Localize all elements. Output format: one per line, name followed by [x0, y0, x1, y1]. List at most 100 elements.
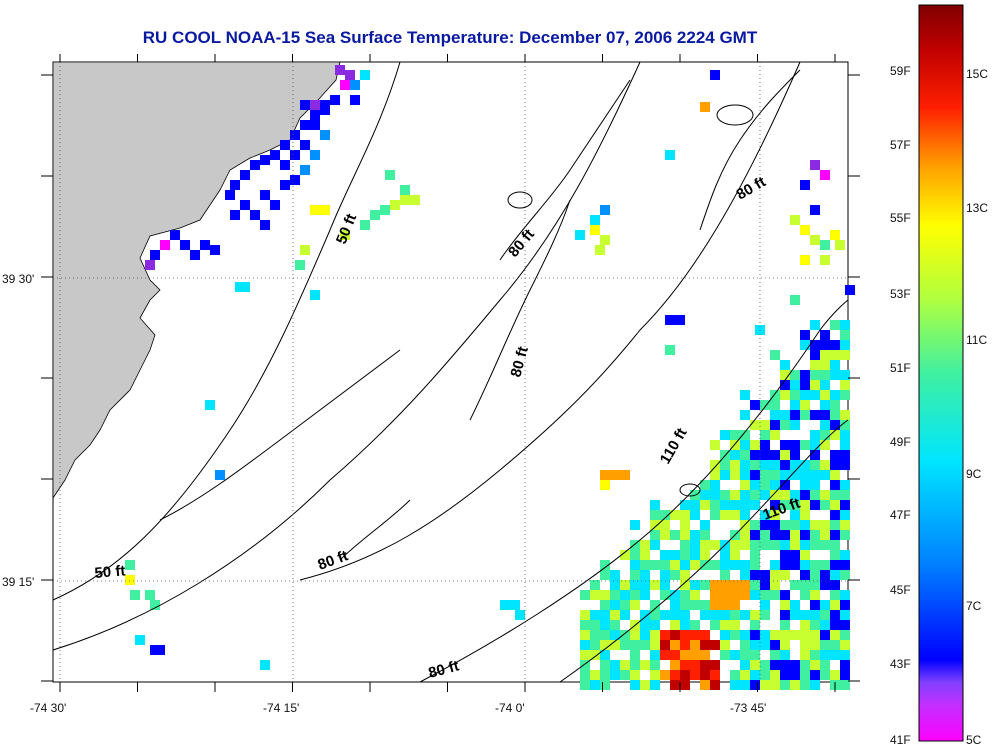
color-scale-labels: 59F 57F 55F 53F 51F 49F 47F 45F 43F 41F 15C 13C 11C 9…: [890, 64, 988, 747]
sst-pixel: [840, 570, 850, 580]
sst-pixel: [810, 520, 820, 530]
sst-pixel: [380, 205, 390, 215]
sst-pixel: [780, 490, 790, 500]
scale-label-f: 57F: [890, 138, 911, 152]
sst-pixel: [730, 560, 740, 570]
sst-pixel: [170, 230, 180, 240]
sst-pixel: [770, 350, 780, 360]
sst-pixel: [770, 540, 780, 550]
sst-pixel: [710, 490, 720, 500]
sst-pixel: [800, 255, 810, 265]
sst-pixel: [700, 660, 710, 670]
sst-pixel: [770, 450, 780, 460]
sst-pixel: [710, 660, 720, 670]
sst-pixel: [610, 570, 620, 580]
sst-pixel: [710, 70, 720, 80]
sst-pixel: [770, 520, 780, 530]
sst-pixel: [660, 560, 670, 570]
sst-pixel: [820, 630, 830, 640]
sst-pixel: [280, 180, 290, 190]
sst-pixel: [820, 610, 830, 620]
sst-pixel: [240, 200, 250, 210]
sst-pixel: [830, 580, 840, 590]
sst-pixel: [790, 600, 800, 610]
sst-pixel: [640, 630, 650, 640]
y-tick-label: 39 15': [2, 575, 34, 589]
sst-pixel: [790, 400, 800, 410]
sst-pixel: [340, 80, 350, 90]
sst-pixel: [820, 330, 830, 340]
sst-pixel: [640, 550, 650, 560]
sst-pixel: [800, 650, 810, 660]
sst-pixel: [650, 660, 660, 670]
sst-pixel: [810, 660, 820, 670]
sst-pixel: [750, 540, 760, 550]
bathymetry-contours: [52, 61, 849, 683]
sst-pixel: [740, 590, 750, 600]
sst-pixel: [700, 640, 710, 650]
sst-pixel: [750, 440, 760, 450]
sst-pixel: [610, 630, 620, 640]
sst-pixel: [840, 650, 850, 660]
sst-pixel: [660, 610, 670, 620]
sst-pixel: [830, 460, 840, 470]
sst-pixel: [760, 420, 770, 430]
sst-pixel: [790, 215, 800, 225]
sst-pixel: [630, 550, 640, 560]
sst-pixel: [810, 360, 820, 370]
sst-pixel: [730, 450, 740, 460]
sst-pixel: [780, 620, 790, 630]
sst-pixel: [600, 630, 610, 640]
sst-pixel: [710, 440, 720, 450]
sst-pixel: [830, 620, 840, 630]
sst-pixel: [800, 500, 810, 510]
sst-pixel: [670, 610, 680, 620]
sst-pixel: [710, 610, 720, 620]
sst-pixel: [610, 580, 620, 590]
sst-pixel: [620, 670, 630, 680]
sst-pixel: [650, 670, 660, 680]
sst-pixel: [810, 460, 820, 470]
sst-pixel: [590, 620, 600, 630]
sst-pixel: [340, 230, 350, 240]
sst-pixel: [770, 400, 780, 410]
sst-pixel: [680, 510, 690, 520]
sst-pixel: [760, 540, 770, 550]
sst-pixel: [680, 610, 690, 620]
sst-pixel: [780, 440, 790, 450]
sst-pixel: [130, 590, 140, 600]
sst-pixel: [840, 640, 850, 650]
sst-pixel: [800, 440, 810, 450]
sst-pixel: [670, 600, 680, 610]
sst-pixel: [670, 570, 680, 580]
sst-pixel: [665, 315, 675, 325]
sst-pixel: [310, 150, 320, 160]
sst-pixel: [730, 440, 740, 450]
sst-pixel: [780, 590, 790, 600]
sst-pixel: [780, 390, 790, 400]
sst-pixel: [840, 370, 850, 380]
sst-pixel: [760, 480, 770, 490]
sst-pixel: [810, 590, 820, 600]
sst-pixel: [780, 610, 790, 620]
sst-pixel: [580, 660, 590, 670]
sst-pixel: [820, 530, 830, 540]
sst-pixel: [740, 570, 750, 580]
sst-pixel: [350, 80, 360, 90]
sst-pixel: [750, 580, 760, 590]
sst-pixel: [620, 470, 630, 480]
sst-pixel: [630, 580, 640, 590]
sst-pixel: [640, 590, 650, 600]
sst-pixel: [810, 640, 820, 650]
sst-pixel: [660, 640, 670, 650]
scale-label-f: 47F: [890, 508, 911, 522]
sst-pixel: [840, 610, 850, 620]
sst-pixel: [830, 450, 840, 460]
sst-pixel: [720, 490, 730, 500]
sst-pixel: [360, 70, 370, 80]
sst-pixel: [750, 570, 760, 580]
sst-pixel: [800, 520, 810, 530]
sst-pixel: [810, 370, 820, 380]
sst-pixel: [660, 630, 670, 640]
sst-pixel: [580, 680, 590, 690]
